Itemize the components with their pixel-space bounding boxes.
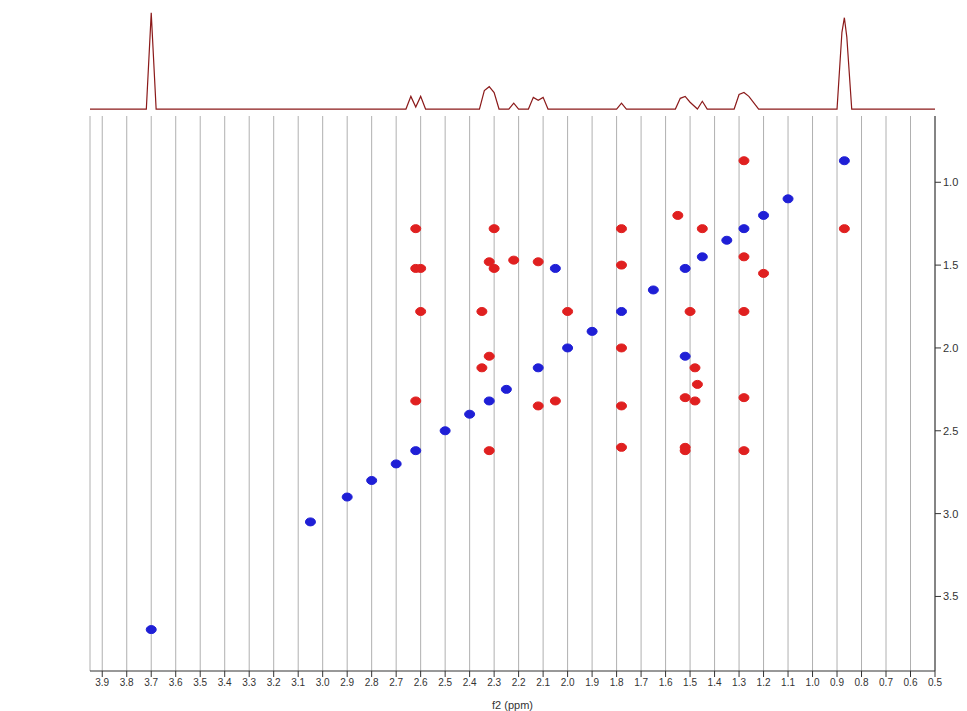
svg-text:1.9: 1.9: [585, 677, 599, 688]
svg-text:1.0: 1.0: [943, 176, 958, 188]
svg-text:3.4: 3.4: [218, 677, 232, 688]
svg-text:2.3: 2.3: [487, 677, 501, 688]
svg-text:3.3: 3.3: [242, 677, 256, 688]
svg-text:3.0: 3.0: [316, 677, 330, 688]
svg-text:2.7: 2.7: [389, 677, 403, 688]
svg-text:2.2: 2.2: [512, 677, 526, 688]
svg-text:0.5: 0.5: [928, 677, 942, 688]
svg-text:2.6: 2.6: [414, 677, 428, 688]
svg-text:0.8: 0.8: [855, 677, 869, 688]
svg-text:1.2: 1.2: [757, 677, 771, 688]
svg-text:1.1: 1.1: [781, 677, 795, 688]
svg-text:2.8: 2.8: [365, 677, 379, 688]
svg-text:2.4: 2.4: [463, 677, 477, 688]
svg-text:1.3: 1.3: [732, 677, 746, 688]
svg-text:3.8: 3.8: [120, 677, 134, 688]
svg-text:3.5: 3.5: [943, 590, 958, 602]
svg-text:1.8: 1.8: [610, 677, 624, 688]
svg-text:2.1: 2.1: [536, 677, 550, 688]
svg-text:1.6: 1.6: [659, 677, 673, 688]
svg-text:0.9: 0.9: [830, 677, 844, 688]
svg-text:2.9: 2.9: [340, 677, 354, 688]
svg-text:2.5: 2.5: [438, 677, 452, 688]
svg-text:3.2: 3.2: [267, 677, 281, 688]
svg-text:f2 (ppm): f2 (ppm): [492, 699, 533, 711]
svg-text:2.0: 2.0: [561, 677, 575, 688]
svg-text:3.5: 3.5: [193, 677, 207, 688]
svg-text:2.5: 2.5: [943, 425, 958, 437]
svg-text:1.0: 1.0: [806, 677, 820, 688]
svg-text:0.6: 0.6: [904, 677, 918, 688]
svg-text:0.7: 0.7: [879, 677, 893, 688]
svg-text:1.4: 1.4: [708, 677, 722, 688]
svg-text:3.0: 3.0: [943, 508, 958, 520]
svg-text:3.7: 3.7: [144, 677, 158, 688]
svg-text:1.5: 1.5: [683, 677, 697, 688]
svg-text:1.7: 1.7: [634, 677, 648, 688]
svg-text:3.9: 3.9: [95, 677, 109, 688]
svg-text:3.1: 3.1: [291, 677, 305, 688]
svg-text:3.6: 3.6: [169, 677, 183, 688]
svg-text:1.5: 1.5: [943, 259, 958, 271]
svg-text:2.0: 2.0: [943, 342, 958, 354]
